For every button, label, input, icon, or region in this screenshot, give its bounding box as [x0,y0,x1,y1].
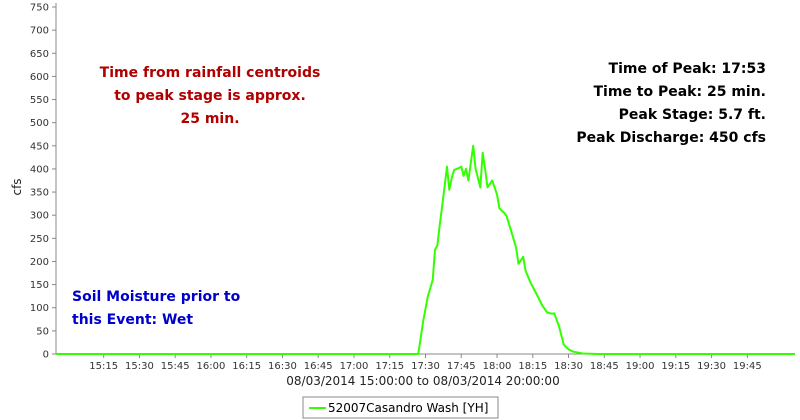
x-tick-label: 19:45 [733,361,762,372]
peak-annotation: Time of Peak: 17:53 [609,61,766,77]
x-tick-label: 17:15 [375,361,404,372]
soil-moisture-annotation: this Event: Wet [72,312,193,328]
series-line [56,144,795,355]
y-tick-label: 550 [30,95,49,106]
x-tick-label: 19:15 [661,361,690,372]
x-tick-label: 18:00 [483,361,512,372]
series-layer [56,144,795,355]
x-tick-label: 18:45 [590,361,619,372]
legend-box [302,396,499,419]
x-tick-label: 19:00 [626,361,655,372]
y-tick-label: 300 [30,211,49,222]
legend: 52007Casandro Wash [YH] [302,396,499,419]
y-tick-label: 750 [30,3,49,14]
peak-annotation: Peak Stage: 5.7 ft. [619,107,766,123]
y-tick-label: 450 [30,141,49,152]
y-axis-title: cfs [10,178,24,195]
y-tick-label: 350 [30,188,49,199]
x-tick-label: 15:45 [161,361,190,372]
peak-annotation: Time to Peak: 25 min. [593,84,766,100]
y-tick-label: 50 [36,326,49,337]
y-tick-label: 200 [30,257,49,268]
x-tick-label: 18:30 [554,361,583,372]
y-tick-label: 500 [30,118,49,129]
y-tick-label: 700 [30,26,49,37]
y-axis-ticks: 0 50 100 150 200 250 300 350 400 450 500 550 600 650 7… [30,3,56,361]
y-tick-label: 150 [30,280,49,291]
y-tick-label: 0 [43,350,49,361]
y-tick-label: 100 [30,303,49,314]
centroid-annotation: Time from rainfall centroids [100,65,321,81]
centroid-annotation: to peak stage is approx. [114,88,306,104]
y-tick-label: 600 [30,72,49,83]
centroid-annotation: 25 min. [180,111,239,127]
y-tick-label: 400 [30,164,49,175]
x-tick-label: 17:30 [411,361,440,372]
x-tick-label: 16:45 [304,361,333,372]
y-tick-label: 650 [30,49,49,60]
x-tick-label: 16:15 [232,361,261,372]
x-tick-label: 15:15 [89,361,118,372]
legend-label: 52007Casandro Wash [YH] [328,401,488,415]
soil-moisture-annotation: Soil Moisture prior to [72,289,241,305]
x-axis-ticks: 15:15 15:30 15:45 16:00 16:15 16:30 16:45 17:00… [89,354,762,372]
x-tick-label: 15:30 [125,361,154,372]
x-tick-label: 18:15 [518,361,547,372]
x-tick-label: 19:30 [697,361,726,372]
x-tick-label: 17:00 [340,361,369,372]
y-tick-label: 250 [30,234,49,245]
peak-annotation: Peak Discharge: 450 cfs [576,130,766,146]
x-tick-label: 16:00 [197,361,226,372]
x-axis-title: 08/03/2014 15:00:00 to 08/03/2014 20:00:… [286,374,559,388]
x-tick-label: 17:45 [447,361,476,372]
x-tick-label: 16:30 [268,361,297,372]
annotations: Time from rainfall centroids to peak stag… [72,61,766,328]
